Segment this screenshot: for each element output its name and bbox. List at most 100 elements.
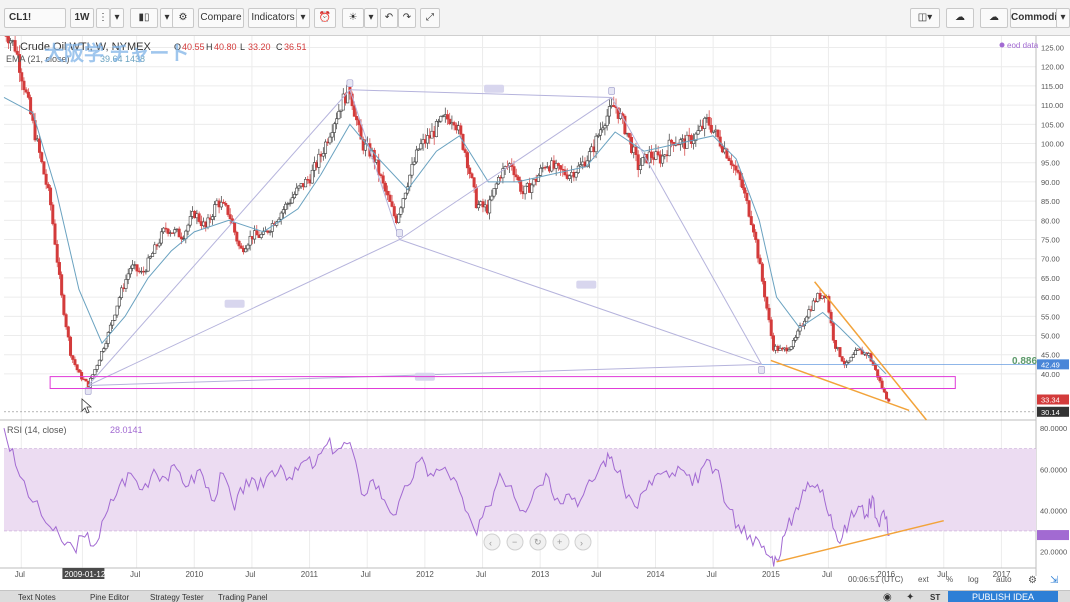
- ema-legend[interactable]: EMA (21, close): [6, 54, 70, 64]
- chevron-down-icon[interactable]: ▾: [110, 8, 124, 28]
- candle-body: [332, 123, 336, 133]
- chart-canvas[interactable]: 125.00 120.00 115.00 110.00 105.00 100.00 95.0…: [0, 22, 1070, 590]
- candle-body: [734, 165, 738, 171]
- candles-icon[interactable]: ▮▯: [130, 8, 158, 28]
- rsi-legend[interactable]: RSI (14, close): [7, 425, 67, 435]
- candle: [386, 185, 390, 201]
- cloud-load-icon[interactable]: ☁: [946, 8, 974, 28]
- pattern-leg: [87, 239, 400, 386]
- auto-button[interactable]: auto: [996, 575, 1012, 584]
- candle-body: [355, 116, 359, 121]
- candle: [669, 138, 673, 148]
- candle-body: [399, 207, 403, 215]
- publish-idea-button[interactable]: PUBLISH IDEA: [948, 591, 1058, 602]
- ext-button[interactable]: ext: [918, 575, 929, 584]
- alert-icon[interactable]: ⏰: [314, 8, 336, 28]
- candle: [556, 162, 560, 171]
- chart-area[interactable]: 125.00 120.00 115.00 110.00 105.00 100.00 95.0…: [0, 22, 1070, 590]
- candle-body: [661, 155, 665, 164]
- candle-body: [80, 372, 84, 380]
- symbol-search-input[interactable]: CL1!: [4, 8, 66, 28]
- candle-body: [259, 234, 263, 238]
- candle: [791, 337, 795, 350]
- candle: [403, 192, 407, 200]
- candle-body: [445, 114, 449, 120]
- stocktwits-icon[interactable]: ST: [930, 593, 941, 602]
- candle-body: [594, 135, 598, 153]
- chevron-down-icon[interactable]: ▾: [296, 8, 310, 28]
- time-tick-label: 2014: [647, 570, 665, 579]
- candle-body: [297, 185, 301, 189]
- tab-pine-editor[interactable]: Pine Editor: [90, 593, 130, 602]
- candle: [390, 195, 394, 208]
- scroll-right-button[interactable]: [574, 533, 592, 551]
- candle: [794, 334, 798, 343]
- chevron-down-icon[interactable]: ▾: [1056, 8, 1070, 28]
- scale-arrows-icon[interactable]: ⇲: [1050, 575, 1058, 586]
- gear-icon[interactable]: ⚙: [1028, 575, 1037, 586]
- twitter-icon[interactable]: ✦: [906, 592, 915, 602]
- more-options-icon[interactable]: ⋮: [96, 8, 110, 28]
- camera-icon[interactable]: ◉: [883, 592, 892, 602]
- candle-body: [381, 175, 385, 184]
- candle: [26, 88, 30, 100]
- candle-body: [295, 187, 299, 195]
- time-tick-label: 2009-01-12: [64, 570, 105, 579]
- candle: [84, 378, 88, 382]
- zoom-in-button[interactable]: [552, 533, 570, 551]
- candle-body: [414, 149, 418, 163]
- candle-body: [40, 152, 44, 163]
- candle-body: [49, 187, 53, 206]
- clock-readout: 00:06:51 (UTC): [848, 575, 903, 584]
- redo-icon[interactable]: ↷: [398, 8, 416, 28]
- percent-button[interactable]: %: [946, 575, 953, 584]
- candle: [284, 201, 288, 215]
- tab-trading-panel[interactable]: Trading Panel: [218, 593, 268, 602]
- reset-chart-button[interactable]: [529, 533, 547, 551]
- price-marker-label: 33.34: [1041, 395, 1060, 404]
- candle: [44, 169, 48, 190]
- candle: [417, 148, 421, 151]
- candle-body: [519, 179, 523, 192]
- candle-body: [324, 141, 328, 154]
- candle-body: [15, 50, 19, 55]
- candle: [771, 332, 775, 352]
- candle: [164, 222, 168, 233]
- cloud-save-icon[interactable]: ☁: [980, 8, 1008, 28]
- candle: [712, 130, 716, 134]
- theme-icon[interactable]: ☀: [342, 8, 364, 28]
- candle: [177, 226, 181, 238]
- candle-body: [57, 262, 61, 275]
- candle: [239, 243, 243, 249]
- candle-body: [727, 157, 731, 161]
- log-button[interactable]: log: [968, 575, 979, 584]
- scroll-left-button[interactable]: [483, 533, 501, 551]
- candle: [649, 145, 653, 164]
- tab-text-notes[interactable]: Text Notes: [18, 593, 56, 602]
- candle-body: [166, 228, 170, 234]
- gear-icon[interactable]: ⚙: [172, 8, 194, 28]
- interval-button[interactable]: 1W: [70, 8, 94, 28]
- tab-strategy-tester[interactable]: Strategy Tester: [150, 593, 204, 602]
- candle-body: [623, 115, 627, 135]
- chevron-down-icon[interactable]: ▾: [364, 8, 378, 28]
- candle-body: [849, 356, 853, 362]
- compare-button[interactable]: Compare: [198, 8, 244, 28]
- candle-body: [268, 231, 272, 233]
- undo-icon[interactable]: ↶: [380, 8, 398, 28]
- indicators-button[interactable]: Indicators: [248, 8, 298, 28]
- pattern-point-marker: [396, 229, 403, 237]
- fullscreen-icon[interactable]: ⤢: [420, 8, 440, 28]
- candle: [235, 230, 239, 245]
- candle-body: [501, 168, 505, 179]
- candle-body: [339, 109, 343, 112]
- rsi-band: [4, 448, 1036, 531]
- zoom-out-button[interactable]: [506, 533, 524, 551]
- candle: [357, 117, 361, 133]
- layout-icon[interactable]: ◫▾: [910, 8, 940, 28]
- candle-body: [410, 164, 414, 176]
- candle-body: [77, 369, 81, 373]
- candle-body: [383, 182, 387, 192]
- candle-body: [321, 153, 325, 157]
- layout-name-button[interactable]: Commodity: [1010, 8, 1066, 28]
